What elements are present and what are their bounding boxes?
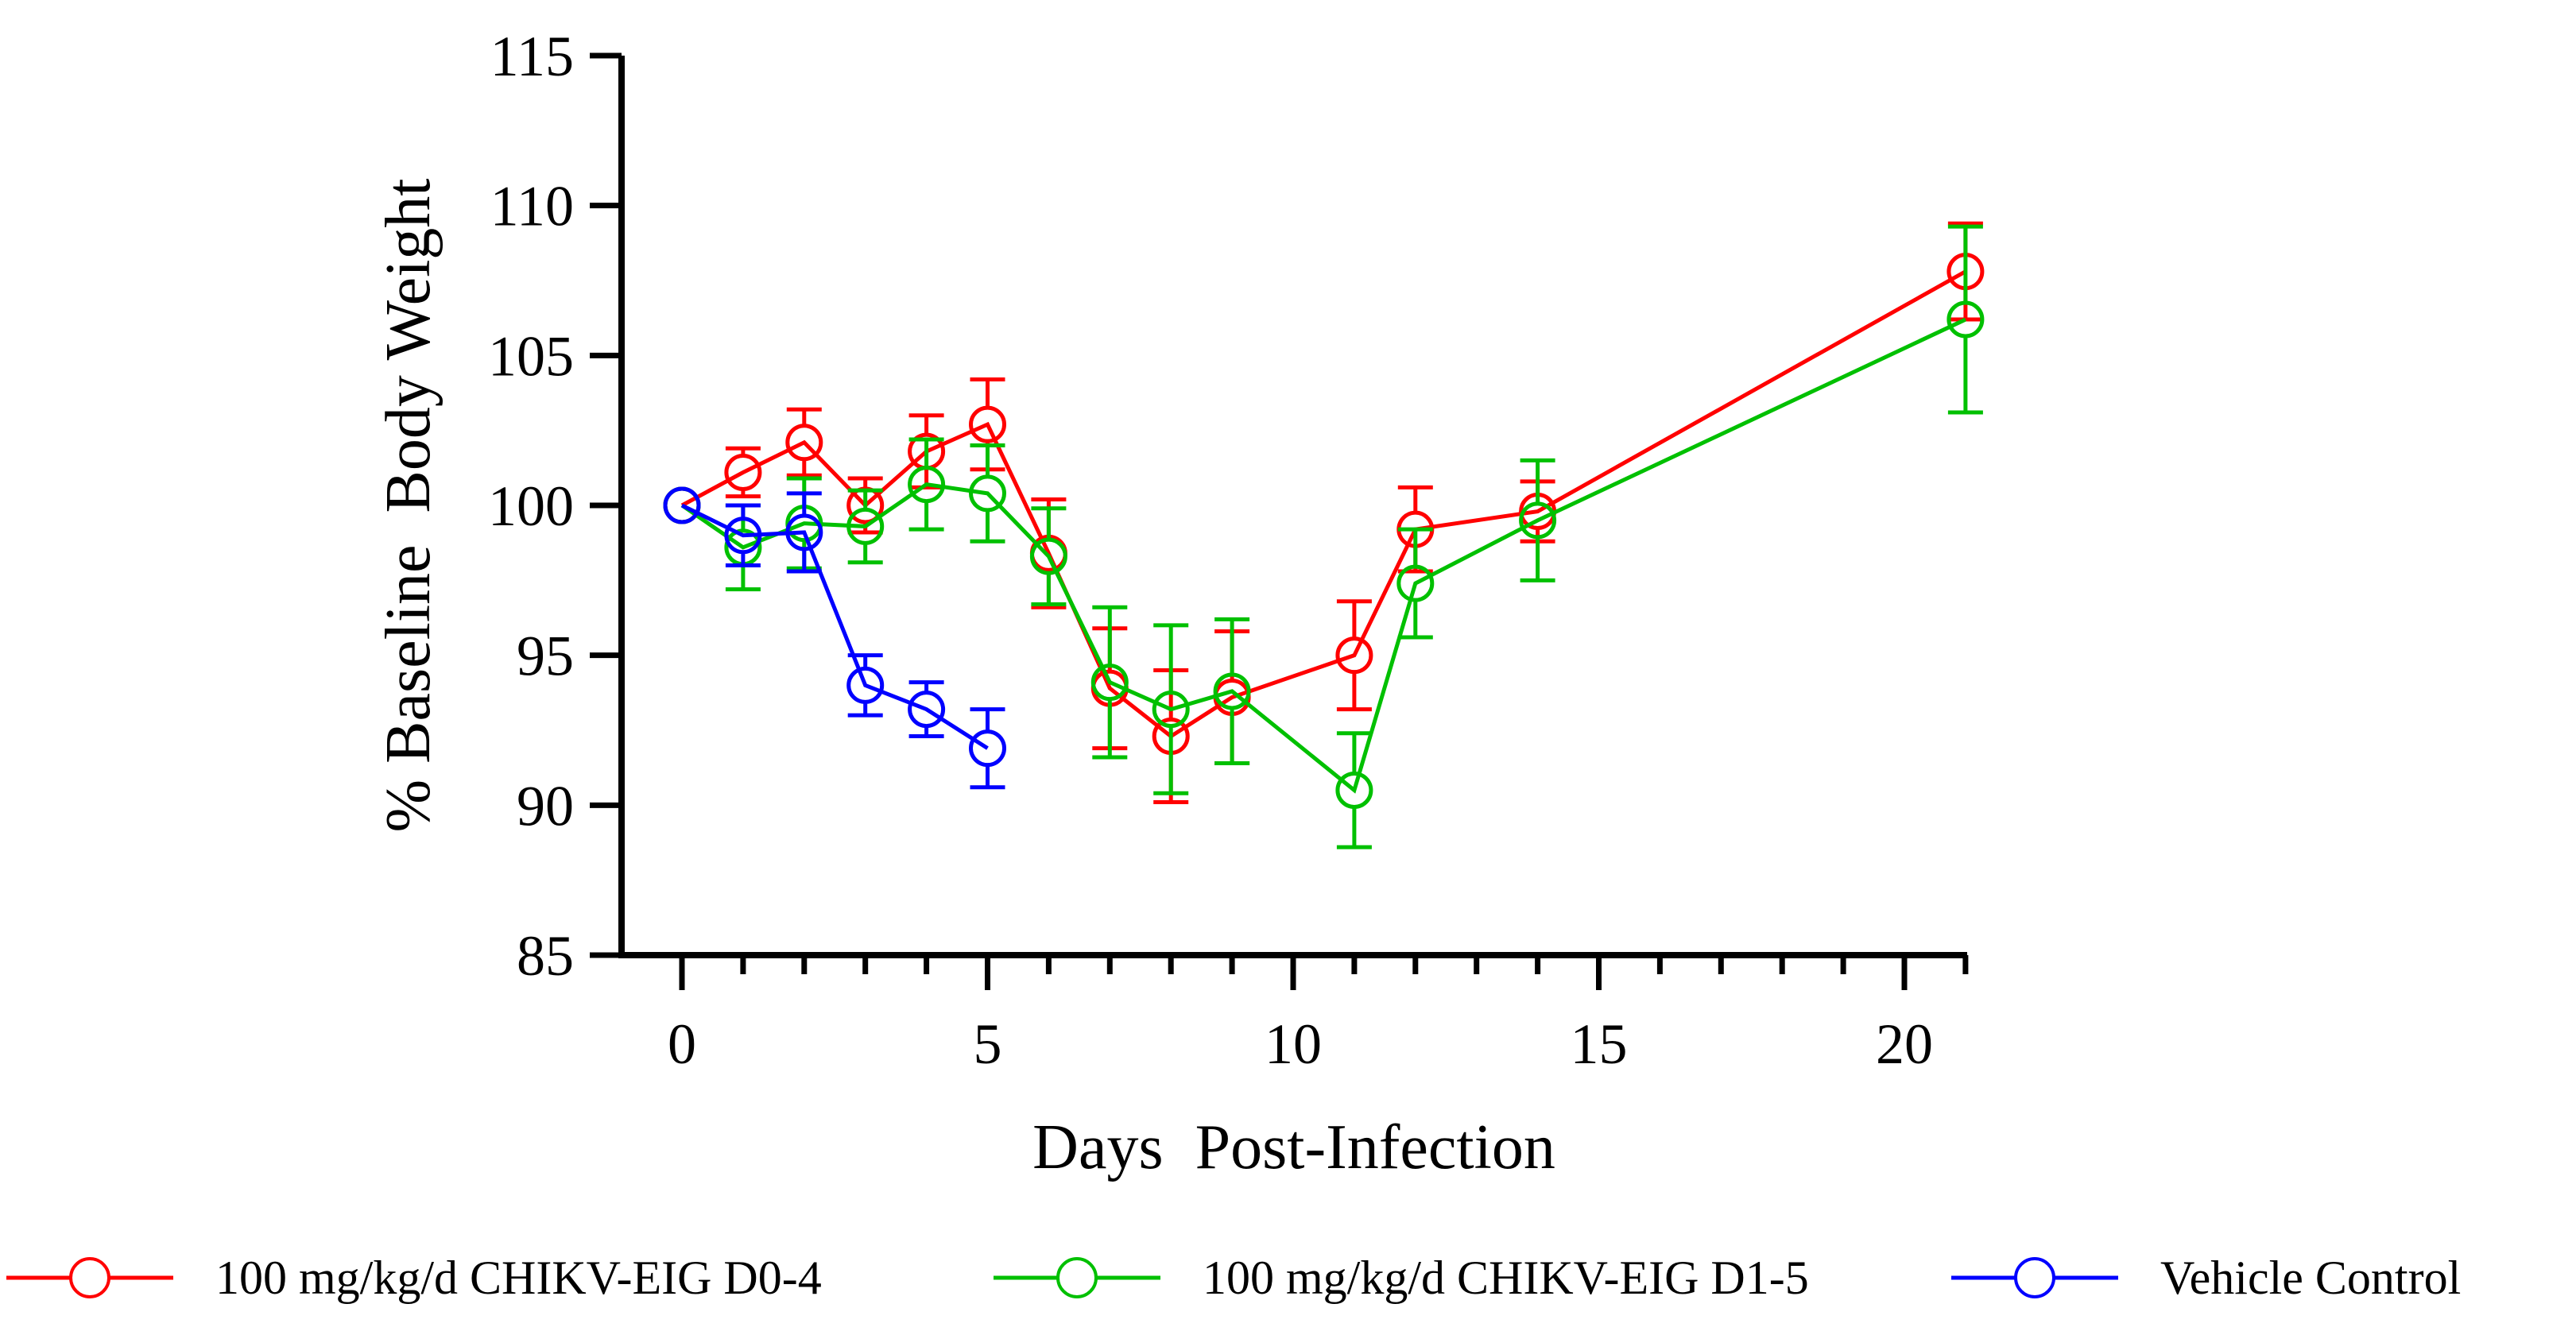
error-bar [1214, 617, 1250, 766]
data-point [846, 666, 885, 704]
error-bar [1031, 506, 1067, 607]
error-bar [1397, 527, 1433, 640]
x-tick-label: 5 [974, 1012, 1002, 1076]
legend-swatch-marker [1056, 1257, 1098, 1298]
legend: 100 mg/kg/d CHIKV-EIG D0-4 100 mg/kg/d CH… [6, 1252, 2461, 1304]
error-bar [725, 503, 761, 567]
error-bar [786, 407, 822, 478]
error-bar [1520, 458, 1555, 582]
error-bar [847, 488, 883, 565]
legend-label: Vehicle Control [2160, 1252, 2461, 1304]
legend-swatch-marker [2014, 1257, 2055, 1298]
series-3 [663, 486, 1006, 790]
legend-item-1: 100 mg/kg/d CHIKV-EIG D0-4 [6, 1252, 822, 1304]
data-point [785, 513, 823, 551]
x-axis-title: Days Post-Infection [1032, 1112, 1555, 1182]
y-tick-label: 90 [517, 774, 574, 838]
data-point [724, 517, 762, 555]
series-line [680, 269, 1967, 739]
x-tick-label: 15 [1571, 1012, 1628, 1076]
data-point [1947, 300, 1985, 339]
series-line [680, 317, 1966, 794]
data-point [846, 507, 885, 545]
series-layer [663, 221, 1985, 849]
data-point [969, 474, 1006, 513]
error-bar [908, 437, 944, 532]
legend-label: 100 mg/kg/d CHIKV-EIG D0-4 [215, 1252, 822, 1304]
error-bar [970, 443, 1005, 544]
error-bar [1336, 599, 1372, 712]
legend-item-2: 100 mg/kg/d CHIKV-EIG D1-5 [994, 1252, 1809, 1304]
data-point [1152, 691, 1190, 729]
y-ticks: 85 90 95 100 105 110 115 [488, 25, 622, 988]
data-point [908, 691, 946, 729]
error-bar [970, 707, 1005, 790]
error-bar [1153, 623, 1189, 795]
y-tick-label: 95 [517, 625, 574, 688]
error-bar [1947, 224, 1983, 415]
x-tick-label: 0 [668, 1012, 696, 1076]
data-point [1335, 771, 1373, 809]
error-bar [1092, 605, 1128, 760]
x-tick-label: 20 [1876, 1012, 1933, 1076]
y-tick-label: 115 [490, 25, 574, 88]
data-point [724, 453, 762, 491]
legend-item-3: Vehicle Control [1951, 1252, 2461, 1304]
legend-label: 100 mg/kg/d CHIKV-EIG D1-5 [1203, 1252, 1809, 1304]
data-point [1029, 537, 1067, 575]
y-tick-label: 85 [517, 924, 574, 988]
error-bar [1336, 731, 1372, 849]
y-tick-label: 110 [490, 175, 574, 238]
data-point [908, 466, 946, 504]
data-point [1519, 501, 1557, 540]
series-line [680, 503, 989, 750]
y-tick-label: 100 [488, 474, 574, 538]
data-point [1396, 564, 1435, 602]
axes [618, 56, 1967, 958]
series-2 [663, 224, 1985, 849]
data-point [969, 729, 1006, 768]
data-point [1335, 636, 1373, 675]
data-point [1090, 664, 1129, 702]
data-point [663, 486, 701, 524]
y-axis-title: % Baseline Body Weight [374, 178, 444, 832]
data-point [969, 405, 1006, 443]
error-bar [786, 491, 822, 574]
data-point [1213, 672, 1251, 710]
x-ticks: 0 5 10 15 20 [668, 955, 1969, 1076]
data-point [785, 424, 823, 462]
error-bar [847, 653, 883, 718]
legend-swatch-marker [69, 1257, 110, 1298]
y-tick-label: 105 [488, 324, 574, 388]
x-tick-label: 10 [1265, 1012, 1322, 1076]
